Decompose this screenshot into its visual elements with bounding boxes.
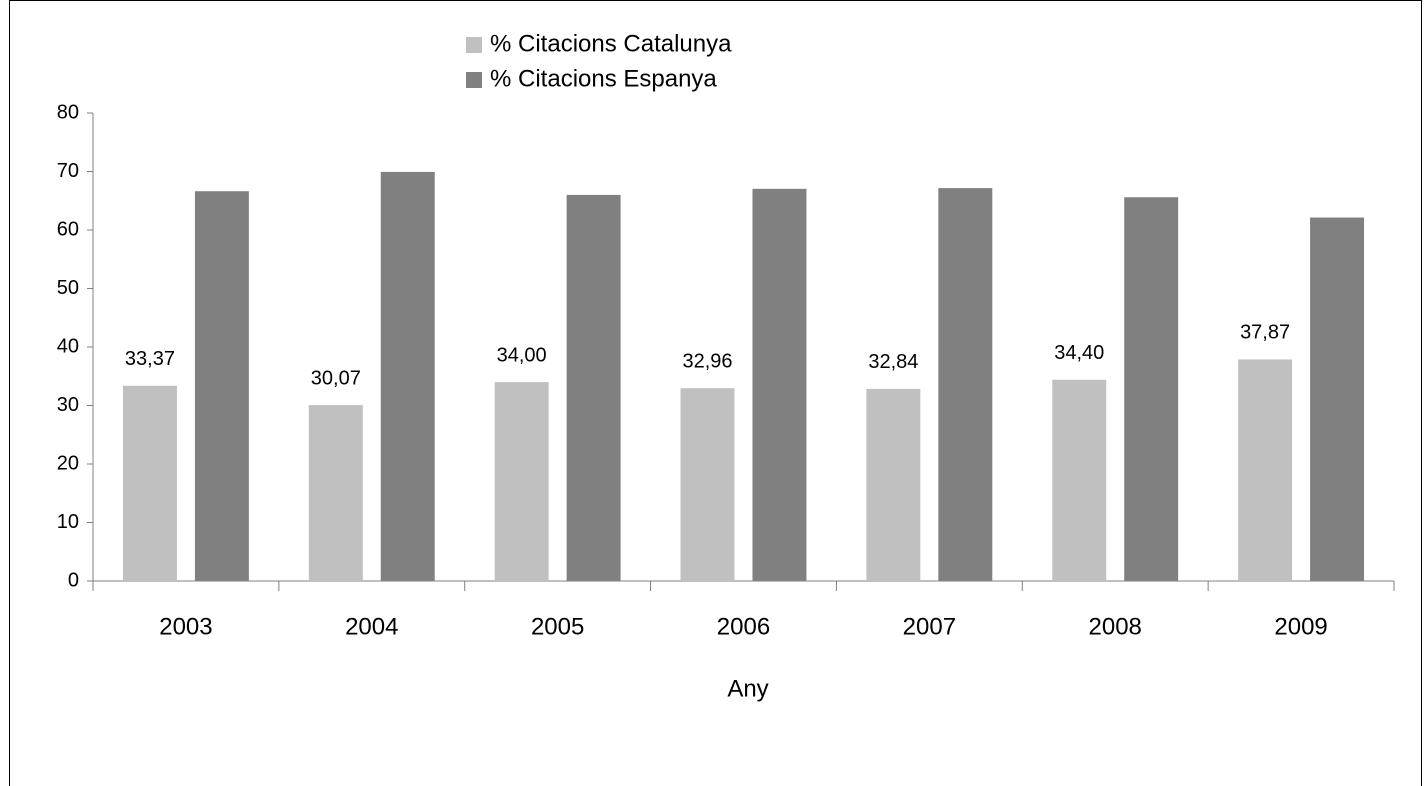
x-tick-label: 2009 [1274, 613, 1327, 640]
y-tick-label: 50 [57, 277, 79, 299]
bar [1124, 197, 1179, 582]
y-tick-label: 30 [57, 394, 79, 416]
y-tick-label: 80 [57, 101, 79, 123]
data-label: 37,87 [1240, 322, 1290, 344]
data-label: 32,96 [682, 350, 732, 372]
x-tick-label: 2007 [903, 613, 956, 640]
y-tick-label: 70 [57, 160, 79, 182]
bar [494, 382, 549, 581]
data-label: 33,37 [125, 348, 175, 370]
legend-label: % Citacions Catalunya [490, 30, 732, 57]
bar [194, 191, 249, 582]
x-tick-label: 2003 [159, 613, 212, 640]
bar [308, 405, 363, 581]
x-tick-label: 2004 [345, 613, 398, 640]
legend-swatch [466, 37, 482, 53]
bar [680, 388, 735, 581]
bar [1052, 379, 1107, 581]
y-tick-label: 20 [57, 452, 79, 474]
data-label: 32,84 [868, 351, 918, 373]
x-axis-title: Any [727, 675, 768, 702]
bar [1238, 359, 1293, 581]
bar [866, 388, 921, 581]
data-label: 30,07 [311, 367, 361, 389]
bar [752, 188, 807, 582]
y-tick-label: 60 [57, 218, 79, 240]
legend-swatch [466, 72, 482, 88]
bar [122, 385, 177, 581]
x-tick-label: 2008 [1089, 613, 1142, 640]
data-label: 34,40 [1054, 342, 1104, 364]
y-tick-label: 40 [57, 335, 79, 357]
legend-label: % Citacions Espanya [490, 65, 717, 92]
x-tick-label: 2005 [531, 613, 584, 640]
bar [938, 188, 993, 581]
data-label: 34,00 [497, 344, 547, 366]
bar [380, 171, 435, 582]
y-tick-label: 0 [68, 569, 79, 591]
x-tick-label: 2006 [717, 613, 770, 640]
chart-border [9, 0, 1422, 786]
bar [1310, 217, 1365, 582]
bar [566, 194, 621, 581]
y-tick-label: 10 [57, 511, 79, 533]
